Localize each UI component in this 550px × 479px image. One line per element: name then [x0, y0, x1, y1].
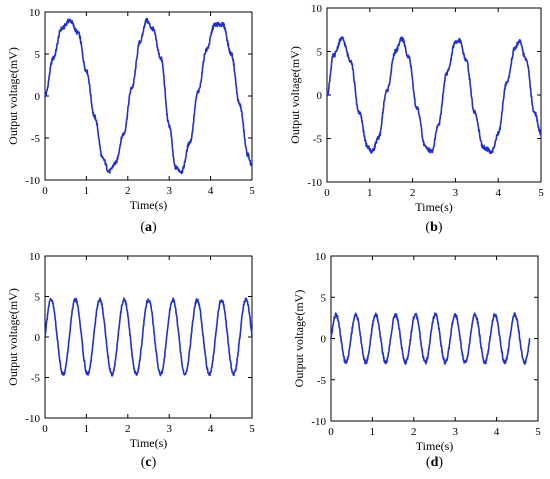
x-tick-label: 5: [538, 187, 544, 199]
y-tick-label: 10: [29, 251, 41, 263]
y-tick-label: 0: [35, 332, 41, 344]
y-tick-label: 10: [315, 251, 327, 263]
plot-frame: [326, 7, 542, 183]
x-tick-label: 2: [410, 187, 416, 199]
chart-panel-c: 0 1 2 3 4 5 -10 -5 0 5 10 Time(s) Output voltage(mV)…: [6, 251, 255, 470]
y-axis-label: Output voltage(mV): [288, 46, 302, 144]
chart-panel-b: 0 1 2 3 4 5 -10 -5 0 5 10 Time(s) Output voltage(mV)…: [288, 3, 544, 235]
x-tick-label: 5: [535, 426, 541, 438]
y-tick-label: 0: [317, 90, 323, 102]
y-tick-label: 5: [317, 47, 323, 59]
x-tick-label: 1: [367, 187, 373, 199]
x-tick-label: 3: [166, 423, 172, 435]
y-tick-label: 10: [29, 7, 41, 19]
y-tick-label: 5: [35, 49, 41, 61]
chart-panel-a: 0 1 2 3 4 5 -10 -5 0 5 10 Time(s) Output voltage(mV)…: [6, 7, 255, 235]
y-tick-label: 0: [35, 91, 41, 103]
x-tick-label: 4: [495, 187, 501, 199]
y-axis-label: Output voltage(mV): [6, 47, 20, 145]
x-tick-label: 5: [249, 185, 255, 197]
x-tick-label: 1: [84, 185, 90, 197]
y-tick-label: -10: [25, 413, 40, 425]
series-line: [330, 312, 531, 366]
x-tick-label: 4: [494, 426, 500, 438]
panel-caption: (a): [140, 220, 157, 235]
x-tick-label: 0: [42, 423, 48, 435]
x-tick-label: 3: [452, 426, 458, 438]
series-line: [44, 297, 253, 377]
x-tick-label: 4: [208, 423, 214, 435]
x-tick-label: 0: [324, 187, 330, 199]
y-axis-label: Output voltage(mV): [292, 290, 306, 388]
x-tick-label: 1: [84, 423, 90, 435]
x-axis-label: Time(s): [130, 198, 168, 212]
x-tick-label: 5: [249, 423, 255, 435]
x-tick-label: 3: [453, 187, 459, 199]
y-tick-label: 0: [321, 334, 327, 346]
x-tick-label: 1: [370, 426, 376, 438]
y-tick-label: -10: [307, 177, 322, 189]
series-line: [44, 17, 253, 175]
y-tick-label: -5: [31, 373, 41, 385]
y-tick-label: -10: [25, 175, 40, 187]
y-tick-label: 10: [311, 3, 323, 15]
y-tick-label: -5: [31, 133, 41, 145]
y-tick-label: -10: [311, 416, 326, 428]
panel-caption: (c): [141, 455, 157, 470]
x-tick-label: 2: [125, 185, 131, 197]
x-tick-label: 3: [166, 185, 172, 197]
plot-frame: [44, 255, 253, 419]
x-axis-label: Time(s): [130, 436, 168, 450]
x-axis-label: Time(s): [416, 439, 454, 453]
y-axis-label: Output voltage(mV): [6, 288, 20, 386]
x-tick-label: 0: [328, 426, 334, 438]
y-tick-label: -5: [317, 375, 327, 387]
y-tick-label: 5: [321, 292, 327, 304]
y-tick-label: 5: [35, 292, 41, 304]
x-tick-label: 2: [125, 423, 131, 435]
x-axis-label: Time(s): [415, 200, 453, 214]
panel-caption: (d): [426, 455, 443, 470]
x-tick-label: 2: [411, 426, 417, 438]
plot-frame: [330, 255, 539, 422]
plot-frame: [44, 11, 253, 181]
x-tick-label: 4: [208, 185, 214, 197]
series-line: [326, 36, 542, 155]
chart-panel-d: 0 1 2 3 4 5 -10 -5 0 5 10 Time(s) Output voltage(mV)…: [292, 251, 541, 470]
panel-caption: (b): [425, 220, 442, 235]
y-tick-label: -5: [313, 134, 323, 146]
x-tick-label: 0: [42, 185, 48, 197]
